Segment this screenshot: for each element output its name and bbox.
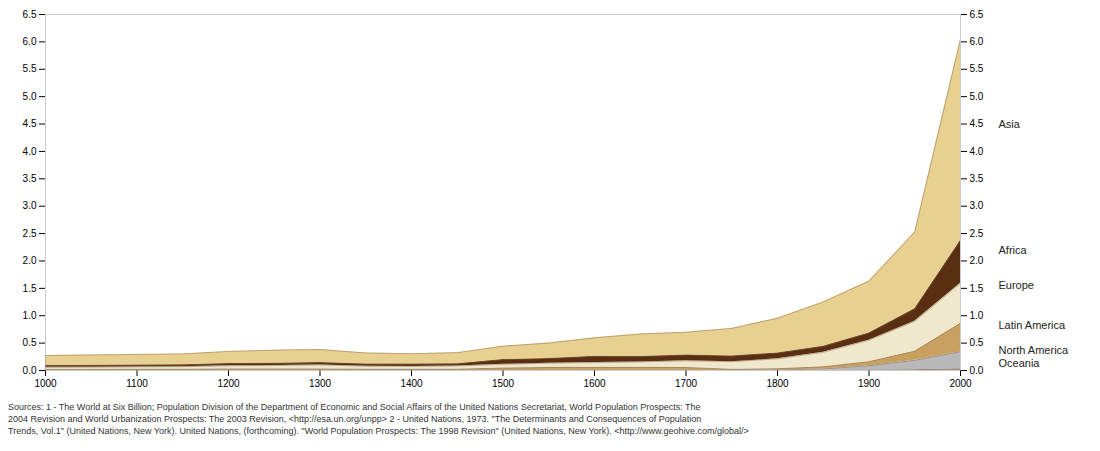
svg-text:0.5: 0.5 — [970, 337, 984, 348]
svg-text:1.5: 1.5 — [23, 283, 37, 294]
svg-text:1.0: 1.0 — [970, 310, 984, 321]
svg-text:2.0: 2.0 — [970, 255, 984, 266]
svg-text:1200: 1200 — [217, 378, 240, 389]
svg-text:1.0: 1.0 — [23, 310, 37, 321]
svg-text:2.5: 2.5 — [970, 228, 984, 239]
svg-text:Africa: Africa — [999, 244, 1028, 256]
svg-text:6.5: 6.5 — [23, 9, 37, 20]
svg-text:6.5: 6.5 — [970, 9, 984, 20]
svg-text:2.0: 2.0 — [23, 255, 37, 266]
svg-text:5.5: 5.5 — [970, 63, 984, 74]
svg-text:5.0: 5.0 — [23, 91, 37, 102]
svg-text:Latin America: Latin America — [999, 319, 1067, 331]
svg-text:Europe: Europe — [999, 279, 1034, 291]
svg-text:2000: 2000 — [949, 378, 972, 389]
svg-text:4.0: 4.0 — [970, 146, 984, 157]
svg-text:1400: 1400 — [400, 378, 423, 389]
svg-text:Oceania: Oceania — [999, 357, 1041, 369]
svg-text:1900: 1900 — [858, 378, 881, 389]
svg-text:5.5: 5.5 — [23, 63, 37, 74]
svg-text:0.0: 0.0 — [23, 365, 37, 376]
svg-text:Asia: Asia — [999, 118, 1021, 130]
svg-text:North America: North America — [999, 344, 1070, 356]
svg-text:1700: 1700 — [675, 378, 698, 389]
svg-text:4.5: 4.5 — [970, 118, 984, 129]
svg-text:1500: 1500 — [492, 378, 515, 389]
svg-text:4.0: 4.0 — [23, 146, 37, 157]
svg-text:6.0: 6.0 — [970, 36, 984, 47]
svg-text:1000: 1000 — [34, 378, 57, 389]
svg-text:1.5: 1.5 — [970, 283, 984, 294]
svg-text:1600: 1600 — [583, 378, 606, 389]
svg-text:0.5: 0.5 — [23, 337, 37, 348]
svg-text:1800: 1800 — [766, 378, 789, 389]
html-text:Sources: 1 - The World at Six: Sources: 1 - The World at Six Billion; P… — [8, 402, 749, 437]
svg-text:5.0: 5.0 — [970, 91, 984, 102]
svg-text:2.5: 2.5 — [23, 228, 37, 239]
svg-text:3.5: 3.5 — [970, 173, 984, 184]
svg-text:4.5: 4.5 — [23, 118, 37, 129]
svg-text:0.0: 0.0 — [970, 365, 984, 376]
svg-text:3.0: 3.0 — [970, 200, 984, 211]
svg-text:3.0: 3.0 — [23, 200, 37, 211]
svg-text:3.5: 3.5 — [23, 173, 37, 184]
svg-text:1300: 1300 — [309, 378, 332, 389]
svg-text:6.0: 6.0 — [23, 36, 37, 47]
svg-text:1100: 1100 — [126, 378, 148, 389]
